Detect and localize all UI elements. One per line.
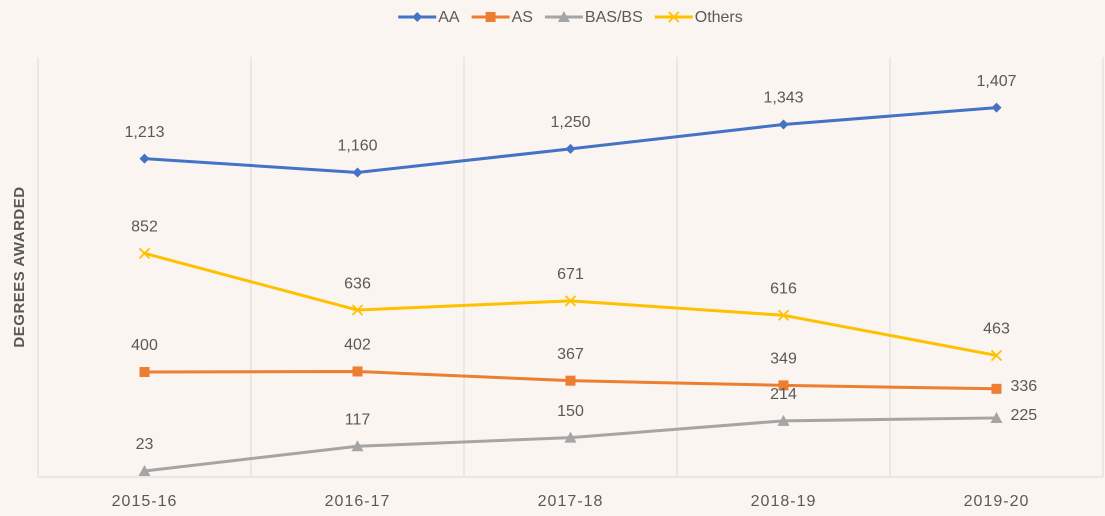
x-tick-label: 2017-18	[538, 493, 604, 510]
data-label: 1,407	[976, 73, 1016, 90]
marker	[991, 383, 1002, 394]
data-label: 402	[344, 337, 371, 354]
marker	[990, 349, 1003, 362]
marker	[351, 304, 364, 316]
marker	[777, 309, 790, 321]
data-label: 150	[557, 403, 584, 420]
x-tick-label: 2016-17	[325, 493, 391, 510]
marker	[412, 12, 423, 22]
marker	[565, 375, 576, 386]
marker	[778, 380, 789, 391]
marker	[990, 411, 1003, 423]
x-tick-label: 2015-16	[112, 493, 178, 510]
marker	[352, 167, 363, 178]
data-label: 852	[131, 219, 158, 236]
marker	[485, 12, 496, 22]
marker	[138, 247, 151, 259]
marker	[557, 11, 570, 22]
marker	[138, 464, 151, 476]
data-label: 400	[131, 337, 158, 354]
data-label: 636	[344, 275, 371, 292]
marker	[564, 431, 577, 443]
data-label: 225	[1011, 407, 1038, 424]
marker	[991, 102, 1002, 113]
x-tick-label: 2018-19	[751, 493, 817, 510]
data-label: 1,160	[337, 138, 377, 155]
marker	[352, 366, 363, 377]
data-label: 23	[136, 436, 154, 453]
legend-label: AA	[438, 9, 460, 26]
legend-label: AS	[512, 9, 533, 26]
marker	[565, 143, 576, 154]
data-label: 671	[557, 266, 584, 283]
y-axis-label: DEGREES AWARDED	[11, 186, 28, 347]
marker	[564, 295, 577, 307]
data-label: 1,250	[550, 114, 590, 131]
marker	[139, 153, 150, 164]
legend-label: Others	[695, 9, 743, 26]
data-label: 336	[1011, 378, 1038, 395]
series-line	[144, 416, 997, 473]
x-tick-label: 2019-20	[964, 493, 1030, 510]
data-label: 367	[557, 346, 584, 363]
data-label: 117	[345, 412, 371, 429]
marker	[778, 119, 789, 130]
data-label: 349	[770, 351, 797, 368]
marker	[777, 414, 790, 426]
data-label: 214	[770, 386, 797, 403]
data-label: 1,213	[124, 124, 164, 141]
marker	[139, 367, 150, 377]
legend-label: BAS/BS	[585, 9, 643, 26]
data-label: 616	[770, 281, 797, 298]
marker	[668, 11, 680, 23]
data-label: 1,343	[763, 90, 803, 107]
legend: AA AS BAS/BS Others	[398, 9, 743, 26]
marker	[351, 440, 364, 452]
data-label: 463	[983, 321, 1010, 338]
